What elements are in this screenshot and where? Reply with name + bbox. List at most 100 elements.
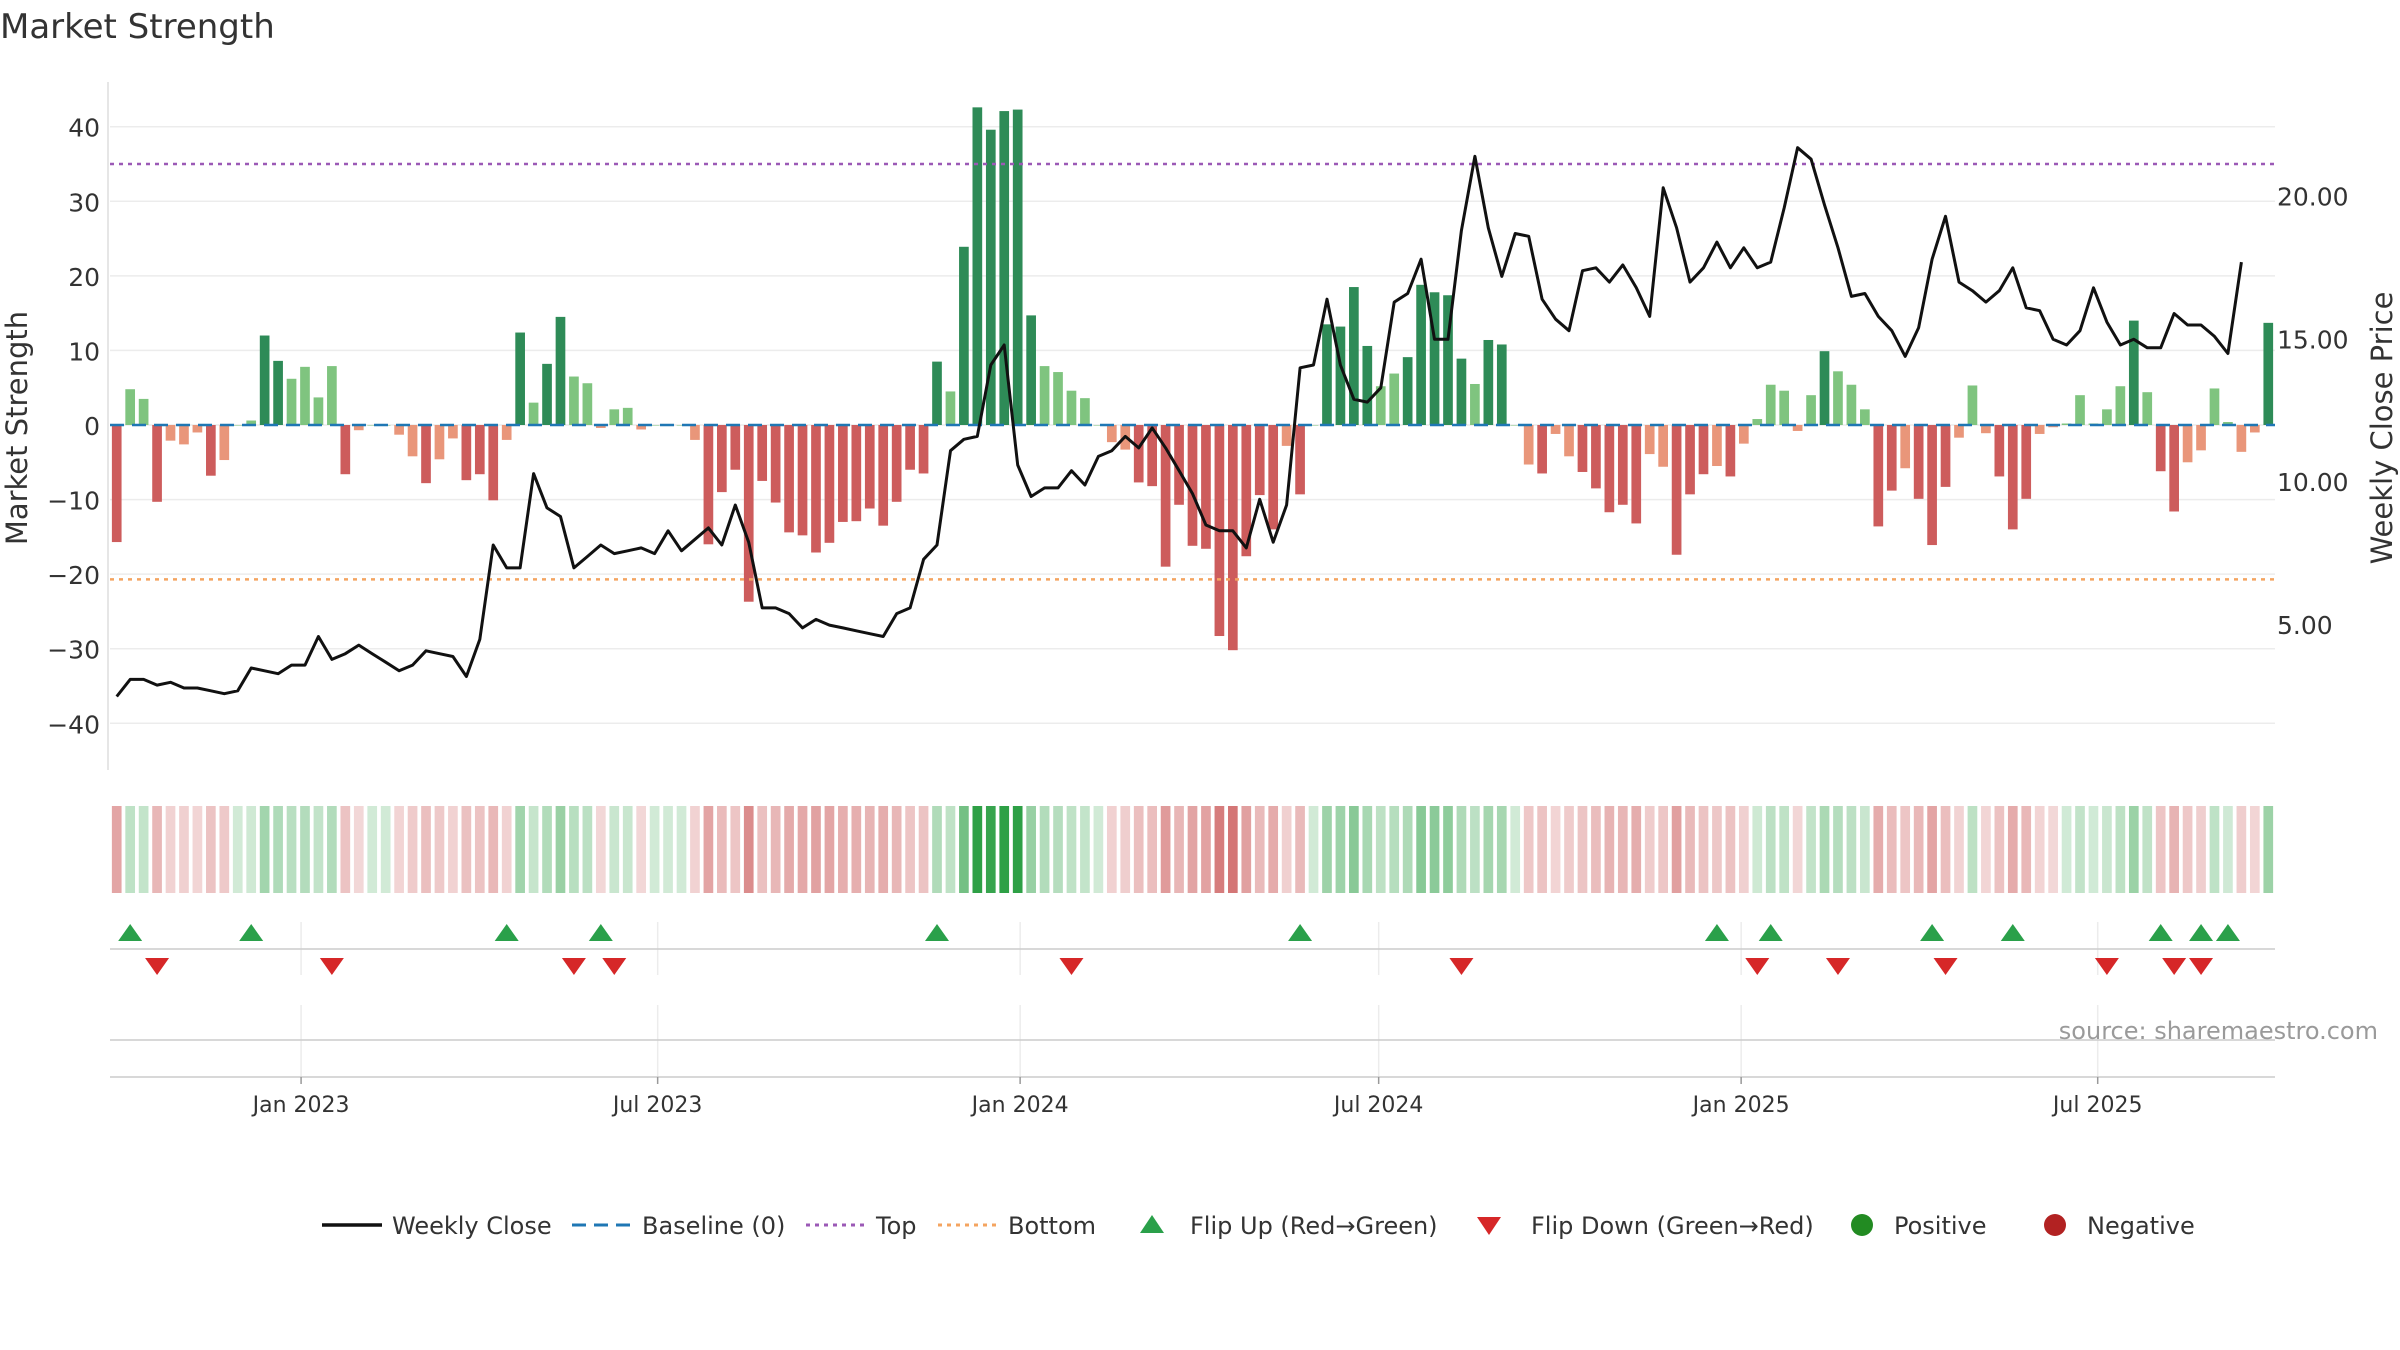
- heat-cell: [421, 806, 431, 893]
- strength-bar: [1792, 425, 1803, 431]
- heat-cell: [1779, 806, 1790, 893]
- heat-cell: [811, 806, 821, 893]
- heat-cell: [448, 806, 458, 893]
- source-label: source: sharemaestro.com: [2059, 1017, 2378, 1045]
- strength-bar: [1631, 425, 1642, 524]
- y-axis-right: 20.00 15.00 10.00 5.00: [2277, 182, 2349, 640]
- heat-cell: [259, 806, 270, 893]
- strength-bar: [138, 398, 149, 425]
- heat-cell: [1671, 806, 1682, 893]
- y-left-tick-label: 20: [68, 263, 100, 292]
- heat-cell: [1012, 806, 1023, 893]
- strength-bar: [1954, 425, 1964, 438]
- strength-bar: [2034, 425, 2045, 434]
- strength-bar: [1483, 339, 1494, 425]
- heat-cell: [434, 806, 445, 893]
- heat-cell: [246, 806, 257, 893]
- strength-bar: [1335, 326, 1346, 425]
- y-right-tick-label: 15.00: [2277, 325, 2349, 354]
- strength-bar: [838, 425, 848, 522]
- heat-cell: [1940, 806, 1951, 893]
- heat-cell: [1685, 806, 1695, 893]
- flip-up-marker: [2148, 924, 2173, 941]
- y-right-tick-label: 10.00: [2277, 468, 2349, 497]
- strength-bar: [2021, 425, 2032, 499]
- strength-bar: [1698, 425, 1709, 475]
- heat-cell: [353, 806, 364, 893]
- strength-bar: [1550, 425, 1561, 434]
- strength-bar: [165, 425, 176, 441]
- legend-label: Bottom: [1008, 1212, 1096, 1240]
- heat-cell: [1752, 806, 1763, 893]
- strength-bar: [1012, 109, 1023, 426]
- strength-bar: [582, 383, 593, 425]
- heat-cell: [542, 806, 552, 893]
- strength-bar: [1779, 390, 1790, 425]
- strength-bar: [259, 335, 270, 425]
- strength-bar: [152, 425, 162, 502]
- strength-bar: [407, 425, 418, 457]
- heat-cell: [1577, 806, 1588, 893]
- strength-bar: [300, 366, 310, 425]
- strength-bar: [367, 425, 378, 426]
- flip-marker-rows: [110, 924, 2275, 1041]
- strength-bar: [1765, 384, 1776, 425]
- heat-cell: [111, 806, 122, 893]
- heat-cell: [1725, 806, 1736, 893]
- flip-up-marker: [1288, 924, 1313, 941]
- heat-cell: [757, 806, 768, 893]
- heat-cell: [595, 806, 606, 893]
- strength-bar: [905, 425, 915, 470]
- strength-bar: [340, 425, 351, 475]
- legend-item: Top: [806, 1212, 917, 1240]
- heat-cell: [1510, 806, 1521, 893]
- heat-cell: [2155, 806, 2166, 893]
- strength-bar: [1026, 315, 1036, 425]
- heat-cell: [555, 806, 566, 893]
- heat-cell: [179, 806, 189, 893]
- heat-cell: [2236, 806, 2247, 893]
- strength-bar: [622, 407, 633, 425]
- heat-cell: [192, 806, 203, 893]
- y-right-tick-label: 5.00: [2277, 611, 2333, 640]
- heat-cell: [1698, 806, 1709, 893]
- heat-cell: [838, 806, 848, 893]
- flip-up-marker: [588, 924, 613, 941]
- flip-down-marker: [602, 958, 627, 975]
- heat-cell: [2249, 806, 2260, 893]
- strength-bar: [1322, 324, 1332, 425]
- y-left-tick-label: −20: [47, 561, 100, 590]
- heat-cell: [2169, 806, 2179, 893]
- heat-cell: [515, 806, 525, 893]
- heat-cell: [125, 806, 136, 893]
- strength-bar: [569, 376, 579, 425]
- strength-bar: [2142, 392, 2153, 425]
- strength-bar: [1752, 419, 1763, 425]
- heat-cell: [327, 806, 337, 893]
- strength-bar: [999, 111, 1010, 425]
- heat-cell: [743, 806, 754, 893]
- heat-cell: [1456, 806, 1467, 893]
- heat-cell: [1712, 806, 1722, 893]
- strength-bar: [1510, 425, 1521, 426]
- heat-cell: [1537, 806, 1547, 893]
- heat-cell: [932, 806, 942, 893]
- strength-bar: [757, 425, 768, 481]
- heat-cell: [959, 806, 969, 893]
- heat-cell: [2115, 806, 2126, 893]
- strength-bar: [1994, 425, 2005, 477]
- strength-bar: [246, 420, 257, 425]
- legend-item: Flip Down (Green→Red): [1477, 1212, 1814, 1240]
- strength-bar: [1604, 425, 1615, 513]
- strength-bar: [1254, 425, 1265, 496]
- heat-cell: [1913, 806, 1924, 893]
- strength-bar: [811, 425, 821, 553]
- strength-bar: [1617, 425, 1628, 505]
- legend-item: Bottom: [938, 1212, 1096, 1240]
- heat-cell: [1564, 806, 1574, 893]
- strength-bar: [1228, 425, 1238, 651]
- strength-bar: [1093, 425, 1104, 426]
- legend-item: Negative: [2044, 1212, 2195, 1240]
- strength-bar: [206, 425, 216, 476]
- strength-bar: [1806, 395, 1816, 425]
